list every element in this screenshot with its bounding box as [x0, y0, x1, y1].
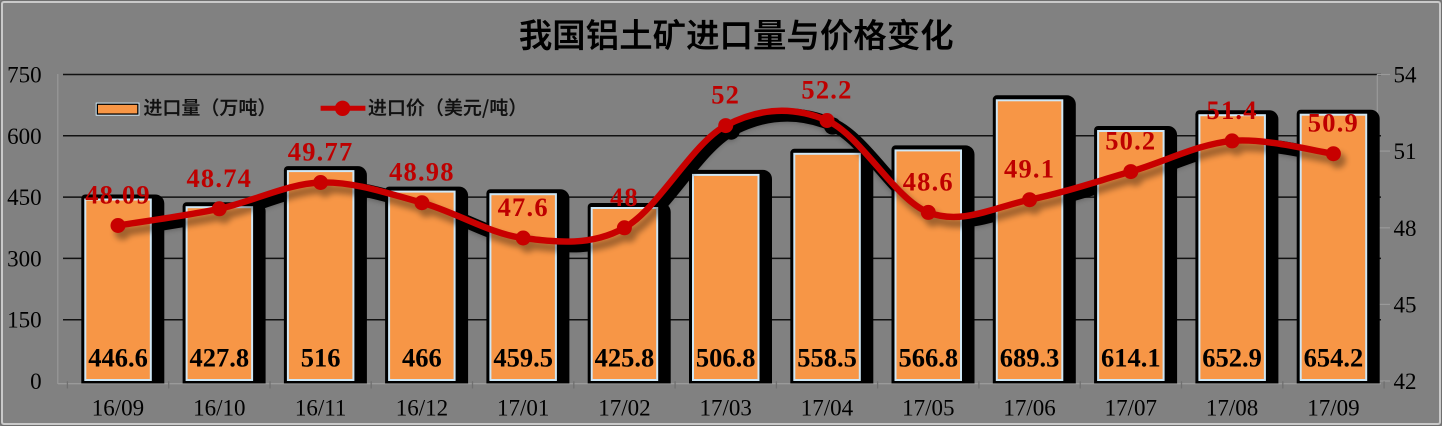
svg-text:16/12: 16/12	[396, 396, 448, 421]
svg-text:600: 600	[7, 124, 42, 149]
svg-text:0: 0	[30, 369, 42, 394]
svg-text:52.2: 52.2	[801, 75, 852, 105]
svg-text:42: 42	[1394, 369, 1417, 394]
svg-text:51.4: 51.4	[1207, 95, 1258, 125]
svg-text:48: 48	[1394, 216, 1417, 241]
svg-text:425.8: 425.8	[595, 342, 655, 372]
svg-text:17/08: 17/08	[1206, 396, 1258, 421]
svg-text:45: 45	[1394, 292, 1417, 317]
svg-text:750: 750	[7, 63, 42, 88]
svg-text:48.98: 48.98	[389, 157, 455, 187]
svg-text:16/09: 16/09	[92, 396, 144, 421]
svg-text:689.3: 689.3	[1000, 342, 1060, 372]
svg-text:17/02: 17/02	[598, 396, 650, 421]
svg-text:48: 48	[610, 182, 639, 212]
svg-text:48.09: 48.09	[85, 180, 151, 210]
svg-text:51: 51	[1394, 139, 1417, 164]
svg-text:17/04: 17/04	[801, 396, 854, 421]
svg-text:450: 450	[7, 185, 42, 210]
svg-text:459.5: 459.5	[493, 342, 553, 372]
svg-text:558.5: 558.5	[797, 342, 857, 372]
svg-text:654.2: 654.2	[1304, 342, 1364, 372]
svg-text:49.77: 49.77	[288, 137, 354, 167]
svg-text:47.6: 47.6	[498, 192, 549, 222]
svg-text:17/07: 17/07	[1105, 396, 1157, 421]
svg-text:427.8: 427.8	[189, 342, 249, 372]
svg-text:52: 52	[711, 80, 740, 110]
svg-text:16/10: 16/10	[193, 396, 245, 421]
svg-text:54: 54	[1394, 63, 1418, 88]
svg-text:50.9: 50.9	[1308, 108, 1359, 138]
svg-text:48.6: 48.6	[903, 166, 954, 196]
svg-text:446.6: 446.6	[88, 342, 148, 372]
svg-text:614.1: 614.1	[1101, 342, 1161, 372]
svg-text:300: 300	[7, 246, 42, 271]
svg-text:48.74: 48.74	[186, 163, 252, 193]
svg-text:49.1: 49.1	[1004, 154, 1055, 184]
svg-text:466: 466	[402, 342, 442, 372]
svg-text:150: 150	[7, 308, 42, 333]
svg-text:17/09: 17/09	[1307, 396, 1359, 421]
svg-text:17/03: 17/03	[700, 396, 752, 421]
svg-text:17/05: 17/05	[902, 396, 954, 421]
svg-text:652.9: 652.9	[1202, 342, 1262, 372]
svg-text:566.8: 566.8	[898, 342, 958, 372]
svg-text:50.2: 50.2	[1105, 126, 1156, 156]
svg-text:516: 516	[301, 342, 341, 372]
svg-text:17/01: 17/01	[497, 396, 549, 421]
svg-text:17/06: 17/06	[1003, 396, 1055, 421]
svg-text:506.8: 506.8	[696, 342, 756, 372]
svg-text:16/11: 16/11	[295, 396, 347, 421]
